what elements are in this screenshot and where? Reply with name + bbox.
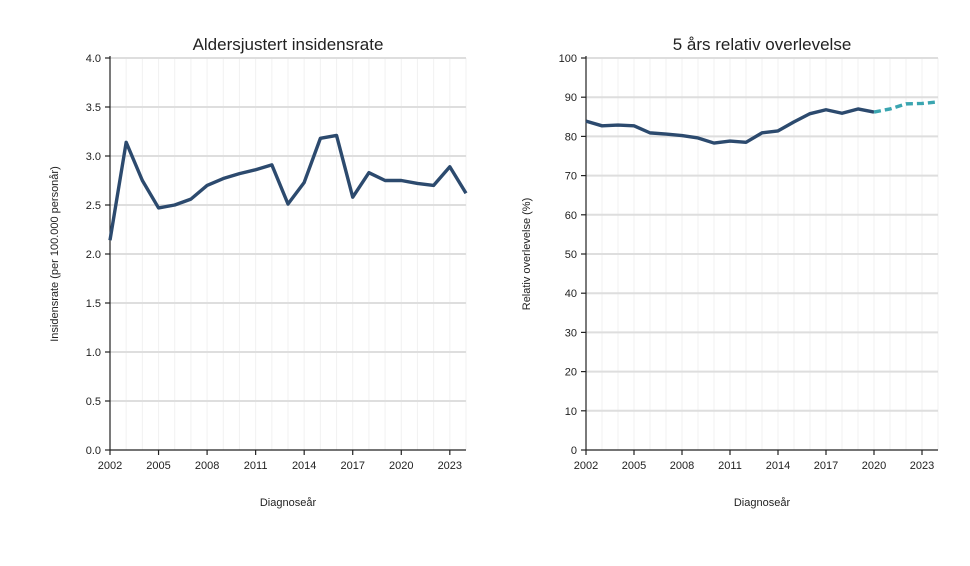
y-axis-label: Insidensrate (per 100.000 personår) <box>49 166 61 342</box>
y-tick-label: 0.0 <box>86 445 101 457</box>
x-tick-label: 2020 <box>862 460 886 472</box>
x-tick-label: 2008 <box>670 460 694 472</box>
y-tick-label: 80 <box>565 131 577 143</box>
y-tick-label: 3.5 <box>86 102 101 114</box>
series-line <box>108 133 468 241</box>
x-tick-label: 2017 <box>340 460 364 472</box>
chart-title: 5 års relativ overlevelse <box>673 35 852 54</box>
y-tick-label: 60 <box>565 210 577 222</box>
y-tick-label: 100 <box>559 53 577 65</box>
y-tick-label: 4.0 <box>86 53 101 65</box>
y-tick-label: 2.5 <box>86 200 101 212</box>
chart-title: Aldersjustert insidensrate <box>193 35 384 54</box>
y-tick-label: 50 <box>565 249 577 261</box>
y-tick-label: 30 <box>565 327 577 339</box>
x-tick-label: 2011 <box>718 460 742 472</box>
dashed-series-line <box>873 100 939 114</box>
x-tick-label: 2011 <box>244 460 268 472</box>
y-tick-label: 0 <box>571 445 577 457</box>
y-tick-label: 10 <box>565 406 577 418</box>
gridlines <box>586 57 939 450</box>
x-tick-label: 2017 <box>814 460 838 472</box>
gridlines <box>110 57 467 450</box>
y-tick-label: 70 <box>565 171 577 183</box>
x-tick-label: 2002 <box>574 460 598 472</box>
x-tick-label: 2020 <box>389 460 413 472</box>
y-axis-label: Relativ overlevelse (%) <box>521 198 533 310</box>
x-axis-label: Diagnoseår <box>260 497 317 509</box>
y-tick-label: 90 <box>565 92 577 104</box>
series-line <box>585 107 875 145</box>
x-tick-label: 2005 <box>146 460 170 472</box>
y-tick-label: 1.0 <box>86 347 101 359</box>
x-tick-label: 2023 <box>438 460 462 472</box>
y-tick-label: 0.5 <box>86 396 101 408</box>
y-tick-label: 1.5 <box>86 298 101 310</box>
y-tick-label: 20 <box>565 367 577 379</box>
x-tick-label: 2023 <box>910 460 934 472</box>
y-tick-label: 2.0 <box>86 249 101 261</box>
x-axis-label: Diagnoseår <box>734 497 791 509</box>
x-tick-label: 2014 <box>292 460 316 472</box>
x-tick-label: 2002 <box>98 460 122 472</box>
x-tick-label: 2008 <box>195 460 219 472</box>
x-tick-label: 2005 <box>622 460 646 472</box>
survival-chart: 5 års relativ overlevelse Diagnoseår Rel… <box>521 35 939 509</box>
y-tick-label: 40 <box>565 288 577 300</box>
incidence-chart: Aldersjustert insidensrate Diagnoseår In… <box>49 35 468 509</box>
x-tick-label: 2014 <box>766 460 790 472</box>
y-tick-label: 3.0 <box>86 151 101 163</box>
